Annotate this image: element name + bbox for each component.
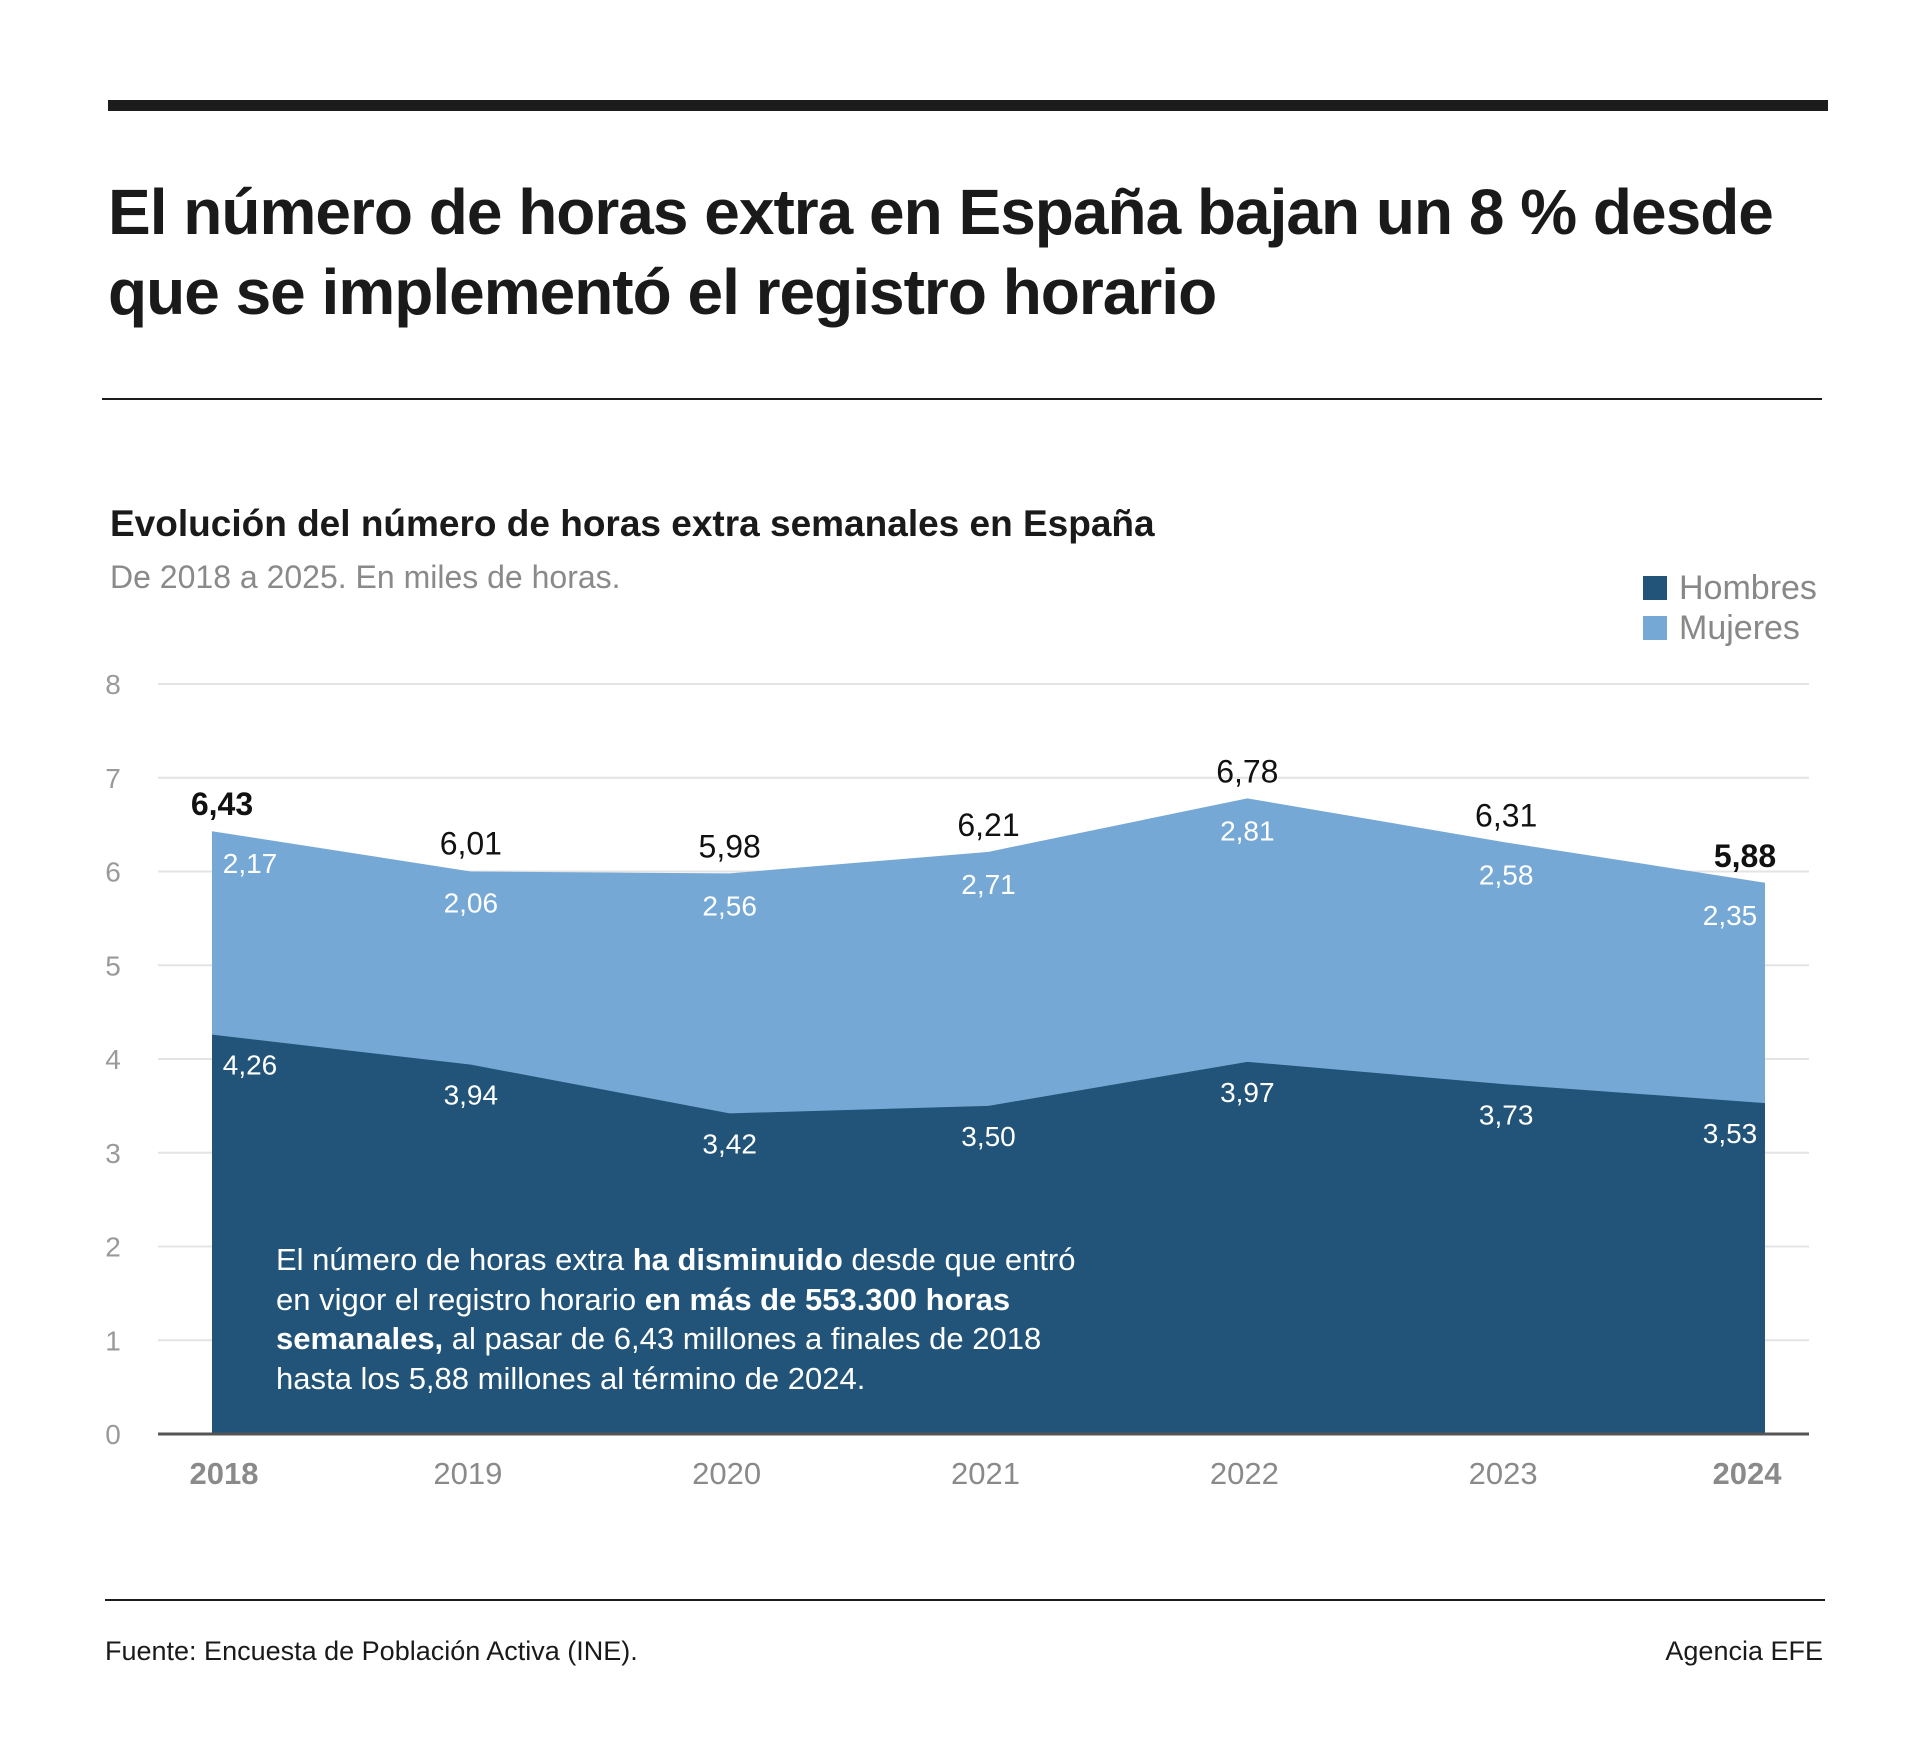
total-label: 6,21 [957,807,1019,843]
annotation-segment: en más de 553.300 horas semanales, [276,1281,1011,1357]
mujeres-value-label: 2,56 [702,890,757,921]
hombres-value-label: 3,94 [444,1080,499,1111]
chart-title: Evolución del número de horas extra sema… [110,503,1155,544]
x-tick-label: 2019 [433,1456,502,1491]
top-bar [108,100,1828,111]
hombres-value-label: 3,50 [961,1121,1016,1152]
mujeres-value-label: 2,35 [1703,900,1758,931]
footer-divider [105,1599,1825,1601]
y-tick-label: 6 [105,857,121,888]
legend-label: Mujeres [1679,608,1800,647]
x-tick-label: 2023 [1469,1456,1538,1491]
divider [102,398,1822,400]
annotation-segment: al pasar de 6,43 millones a finales de 2… [276,1321,1042,1396]
hombres-value-label: 3,97 [1220,1077,1275,1108]
x-tick-label: 2021 [951,1456,1020,1491]
x-tick-label: 2020 [692,1456,761,1491]
y-tick-label: 0 [105,1419,121,1450]
mujeres-value-label: 2,81 [1220,815,1275,846]
y-tick-label: 5 [105,950,121,981]
y-tick-label: 3 [105,1138,121,1169]
annotation-segment: El número de horas extra [276,1242,633,1277]
annotation-segment: desde que entró en vigor el registro hor… [276,1242,1076,1317]
total-label: 6,78 [1216,753,1278,789]
chart-annotation: El número de horas extra ha disminuido d… [276,1240,1096,1398]
annotation-segment: ha disminuido [632,1242,843,1277]
total-label: 5,88 [1714,838,1776,874]
credit: Agencia EFE [1665,1636,1823,1666]
total-label: 6,43 [191,786,253,822]
mujeres-value-label: 2,71 [961,869,1016,900]
x-tick-label: 2022 [1210,1456,1279,1491]
mujeres-value-label: 2,58 [1479,859,1534,890]
mujeres-value-label: 2,06 [444,888,499,919]
hombres-value-label: 3,73 [1479,1099,1534,1130]
total-label: 6,01 [440,826,502,862]
legend-item-mujeres: Mujeres [1643,608,1817,648]
y-tick-label: 4 [105,1044,121,1075]
source-note: Fuente: Encuesta de Población Activa (IN… [105,1636,638,1666]
hombres-value-label: 3,42 [702,1128,757,1159]
y-tick-label: 1 [105,1325,121,1356]
total-label: 6,31 [1475,797,1537,833]
legend-item-hombres: Hombres [1643,568,1817,608]
legend: Hombres Mujeres [1643,568,1817,648]
mujeres-value-label: 2,17 [223,848,278,879]
page-title: El número de horas extra en España bajan… [108,176,1774,328]
x-tick-label: 2024 [1713,1456,1783,1491]
total-label: 5,98 [699,828,761,864]
area-hombres [212,1034,1765,1434]
x-tick-label: 2018 [190,1456,259,1491]
hombres-value-label: 4,26 [223,1050,278,1081]
legend-label: Hombres [1679,568,1817,607]
legend-swatch-mujeres [1643,616,1667,640]
y-tick-label: 2 [105,1232,121,1263]
legend-swatch-hombres [1643,576,1667,600]
chart-subtitle: De 2018 a 2025. En miles de horas. [110,559,621,595]
y-tick-label: 7 [105,763,121,794]
hombres-value-label: 3,53 [1703,1118,1758,1149]
y-tick-label: 8 [105,669,121,700]
